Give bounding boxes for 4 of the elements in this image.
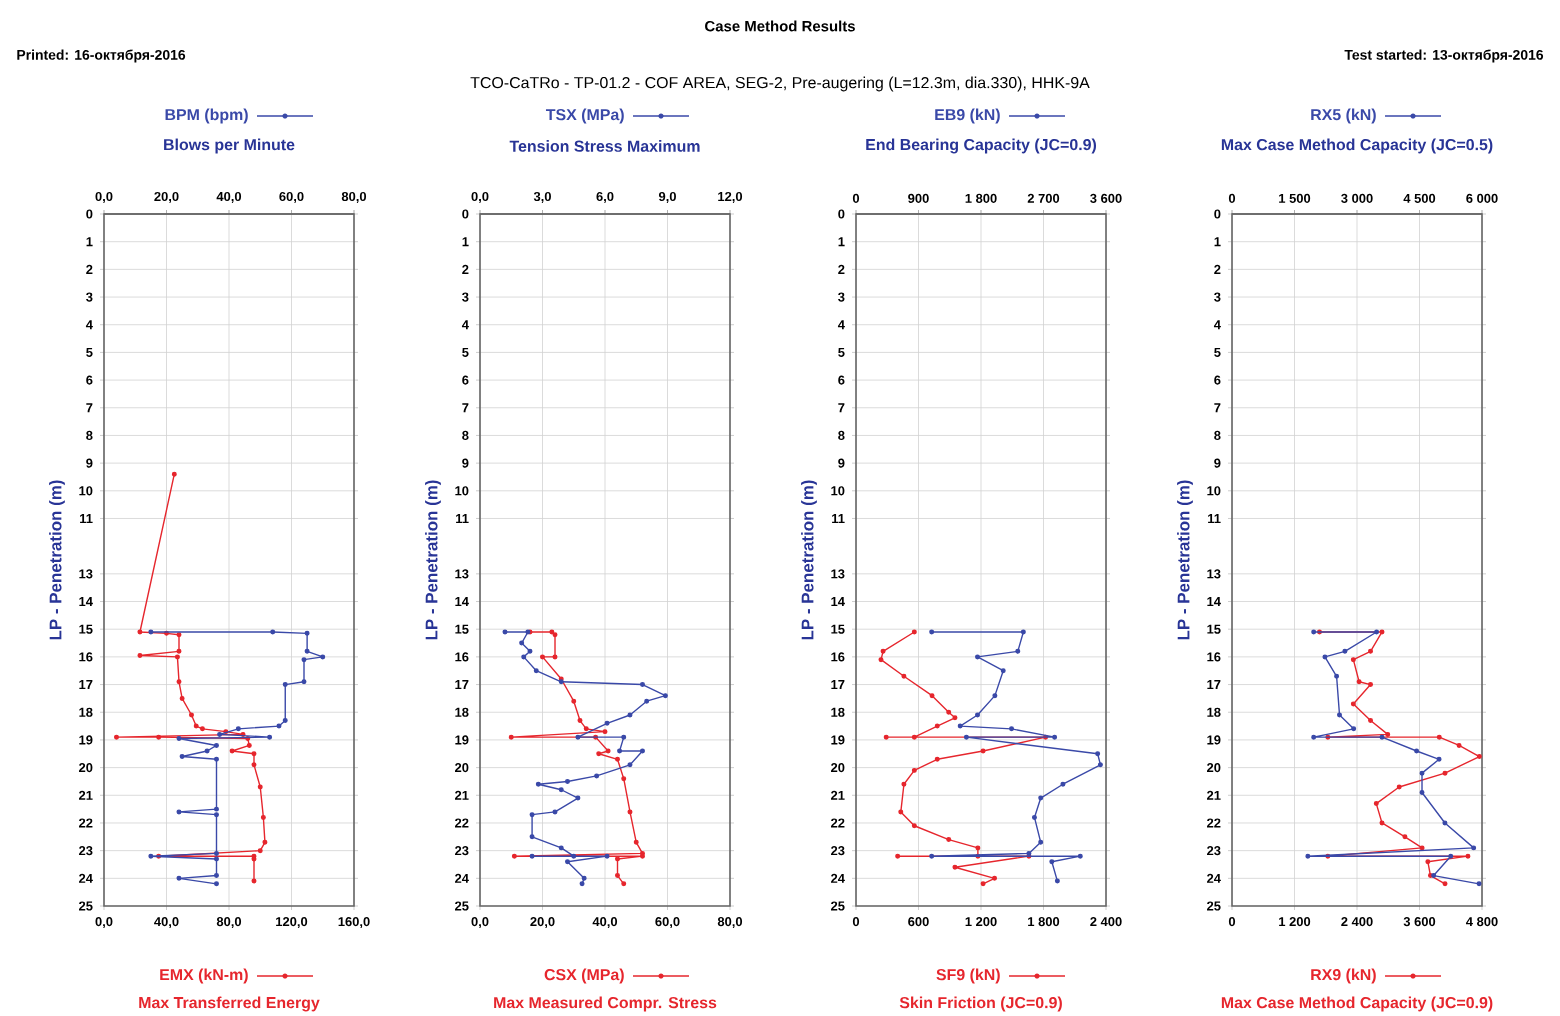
y-axis-title: LP - Penetration (m) [1177,480,1193,640]
y-axis-title: LP - Penetration (m) [49,480,65,640]
y-axis-title: LP - Penetration (m) [425,480,441,640]
y-axis-title: LP - Penetration (m) [801,480,817,640]
